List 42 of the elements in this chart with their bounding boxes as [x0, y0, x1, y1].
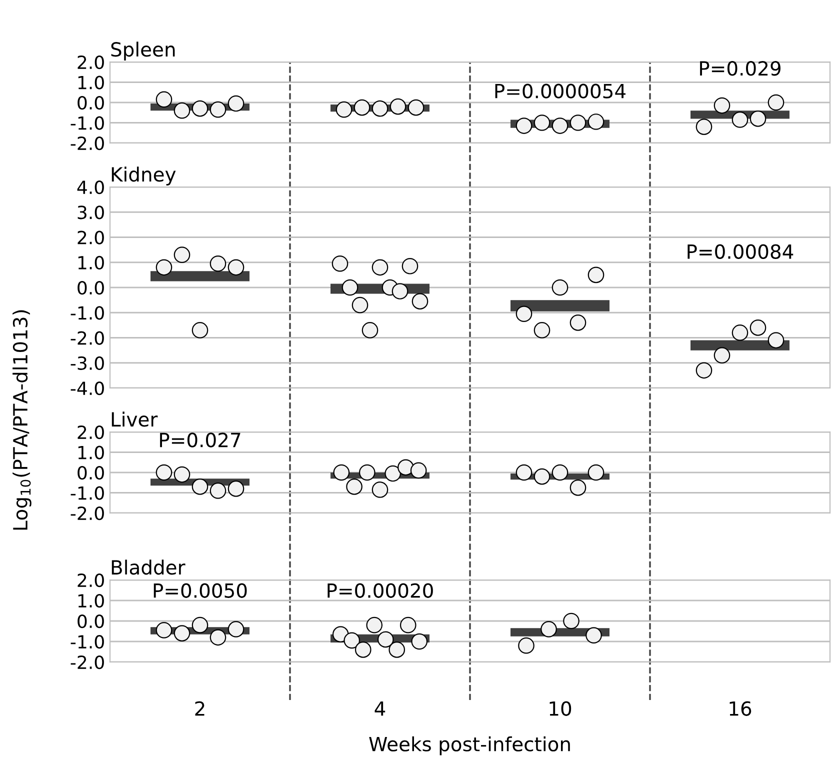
y-tick-label: -4.0 — [70, 381, 104, 396]
y-tick-label: 0.0 — [78, 96, 104, 110]
annotation: P=0.0050 — [154, 583, 247, 598]
annotation: P=0.027 — [160, 432, 240, 448]
y-tick-label: -2.0 — [70, 136, 104, 150]
bar — [510, 300, 610, 312]
y-tick-label: -1.0 — [70, 116, 104, 130]
y-tick-label: -1.0 — [70, 306, 104, 320]
y-tick-label: 1.0 — [78, 76, 104, 90]
y-axis-title: Log$_{10}$(PTA/PTA-dl1013) — [12, 310, 32, 530]
annotation: P=0.00084 — [688, 244, 794, 259]
x-tick-label: 2 — [195, 701, 204, 716]
y-tick-label: 2.0 — [78, 425, 104, 440]
y-tick-label: -1.0 — [70, 634, 104, 649]
x-tick-label: 16 — [730, 701, 752, 716]
x-tick-label: 10 — [550, 701, 572, 716]
chart-title: Bladder — [112, 560, 186, 575]
bar — [150, 271, 250, 282]
y-tick-label: 2.0 — [78, 573, 104, 588]
y-tick-label: 0.0 — [78, 280, 104, 295]
y-tick-label: -2.0 — [70, 655, 104, 670]
x-tick-label: 4 — [374, 701, 386, 716]
annotation: P=0.029 — [700, 61, 780, 76]
chart-title: Liver — [112, 412, 158, 427]
y-tick-label: 4.0 — [77, 180, 104, 194]
y-tick-label: -3.0 — [70, 356, 104, 370]
annotation: P=0.00020 — [328, 583, 433, 598]
y-tick-label: 1.0 — [78, 256, 104, 270]
y-tick-label: -2.0 — [70, 506, 104, 520]
annotation: P=0.0000054 — [495, 84, 626, 98]
chart-title: Spleen — [111, 42, 175, 60]
y-tick-label: 0.0 — [78, 614, 104, 628]
y-tick-label: -2.0 — [70, 331, 104, 345]
y-tick-label: 3.0 — [78, 206, 104, 220]
y-tick-label: -1.0 — [70, 486, 104, 500]
y-tick-label: 1.0 — [78, 446, 104, 460]
x-axis-title: Weeks post-infection — [369, 736, 570, 756]
y-tick-label: 2.0 — [78, 230, 104, 244]
y-tick-label: 1.0 — [78, 594, 104, 608]
chart-title: Kidney — [112, 166, 176, 186]
y-tick-label: 2.0 — [78, 55, 104, 70]
y-tick-label: 0.0 — [78, 466, 104, 480]
